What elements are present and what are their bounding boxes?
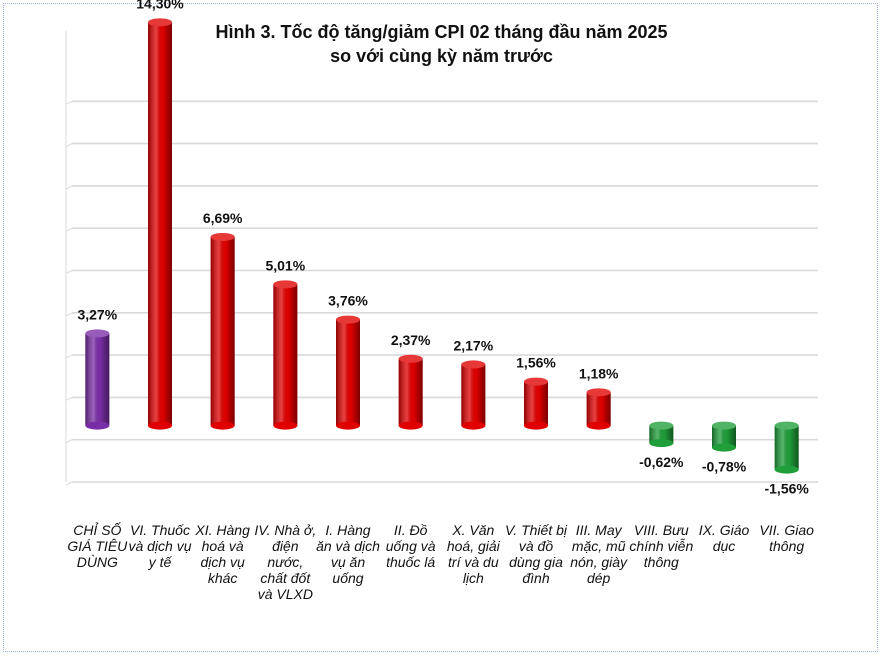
- bar-base: [85, 421, 110, 430]
- bar-top: [649, 421, 674, 430]
- bar-top-highlight: [774, 421, 799, 430]
- gridline-depth: [65, 312, 73, 317]
- bar-top-highlight: [210, 232, 235, 241]
- x-tick-label: IV. Nhà ở, điện nước, chất đốt và VLXD: [254, 522, 317, 602]
- data-label: 1,18%: [579, 365, 619, 381]
- gridline-depth: [65, 396, 73, 401]
- bar-base: [398, 421, 423, 430]
- bar-top: [461, 360, 486, 369]
- bar-top-highlight: [336, 315, 360, 324]
- bar-top: [273, 280, 298, 289]
- bar-base: [586, 421, 611, 430]
- data-label: 3,76%: [328, 293, 368, 309]
- bar-top-highlight: [712, 421, 736, 430]
- gridline-depth: [65, 143, 73, 148]
- bar-top: [398, 354, 423, 363]
- bar-top-highlight: [586, 388, 611, 397]
- bar-shading: [336, 319, 360, 426]
- bar-top-highlight: [273, 280, 298, 289]
- bar-base: [524, 421, 548, 430]
- data-label: 5,01%: [265, 257, 305, 273]
- bar-top: [336, 315, 360, 324]
- data-label: 6,69%: [203, 210, 243, 226]
- gridline-depth: [65, 270, 73, 274]
- bar-shading: [649, 425, 674, 444]
- data-label: -0,78%: [702, 459, 747, 475]
- bar-top: [524, 377, 548, 386]
- chart-title-line-2: so với cùng kỳ năm trước: [330, 46, 553, 66]
- bar-shading: [586, 392, 611, 426]
- chart-title: Hình 3. Tốc độ tăng/giảm CPI 02 tháng đầ…: [0, 20, 883, 68]
- bar-top: [774, 421, 799, 430]
- bar-top-highlight: [148, 18, 172, 27]
- bar-top: [85, 329, 110, 338]
- bar-top: [148, 18, 172, 27]
- bar-shading: [398, 358, 423, 426]
- data-label: 14,30%: [136, 0, 184, 11]
- gridline-depth: [65, 354, 73, 359]
- bar-shading: [774, 425, 799, 470]
- gridline-depth: [65, 185, 73, 190]
- bar-top: [712, 421, 736, 430]
- data-label: 3,27%: [77, 306, 117, 322]
- chart-title-line-1: Hình 3. Tốc độ tăng/giảm CPI 02 tháng đầ…: [215, 22, 668, 42]
- x-tick-label: VII. Giao thông: [759, 522, 814, 554]
- bar-top: [210, 232, 235, 241]
- bar-top-highlight: [85, 329, 110, 338]
- data-label: 2,17%: [453, 337, 493, 353]
- bar-shading: [461, 364, 486, 426]
- bar-base: [273, 421, 298, 430]
- bar-shading: [712, 425, 736, 448]
- x-tick-label: XI. Hàng hoá và dịch vụ khác: [195, 522, 250, 586]
- bar-shading: [85, 333, 110, 426]
- bar-shading: [273, 284, 298, 426]
- bar-base: [649, 439, 674, 448]
- bar-base: [210, 421, 235, 430]
- gridline-depth: [65, 439, 73, 444]
- bar-base: [461, 421, 486, 430]
- bar-shading: [524, 381, 548, 426]
- bar-base: [336, 421, 360, 430]
- x-tick-label: I. Hàng ăn và dịch vụ ăn uống: [316, 522, 380, 586]
- bar-shading: [210, 236, 235, 426]
- x-tick-label: CHỈ SỐ GIÁ TIÊU DÙNG: [67, 522, 128, 570]
- bar-top-highlight: [524, 377, 548, 386]
- bar-top-highlight: [649, 421, 674, 430]
- bar-top: [586, 388, 611, 397]
- data-label: -1,56%: [764, 481, 809, 497]
- x-tick-label: X. Văn hoá, giải trí và du lịch: [446, 522, 500, 586]
- bar-base: [774, 465, 799, 474]
- x-tick-label: VIII. Bưu chính viễn thông: [629, 522, 694, 570]
- x-tick-label: V. Thiết bị và đồ dùng gia đình: [505, 522, 567, 586]
- data-label: -0,62%: [639, 454, 684, 470]
- bar-base: [712, 443, 736, 452]
- x-tick-label: IX. Giáo dục: [698, 522, 750, 554]
- gridline-depth: [65, 481, 73, 486]
- gridline-depth: [65, 227, 73, 232]
- bar-base: [148, 421, 172, 430]
- bar-shading: [148, 22, 172, 426]
- data-label: 1,56%: [516, 355, 556, 371]
- bar-top-highlight: [398, 354, 423, 363]
- x-tick-label: VI. Thuốc và dịch vụ y tế: [128, 522, 192, 570]
- x-tick-label: III. May mặc, mũ nón, giày dép: [570, 522, 628, 586]
- x-tick-label: II. Đồ uống và thuốc lá: [385, 522, 436, 570]
- bar-top-highlight: [461, 360, 486, 369]
- gridline-depth: [65, 100, 73, 105]
- data-label: 2,37%: [391, 332, 431, 348]
